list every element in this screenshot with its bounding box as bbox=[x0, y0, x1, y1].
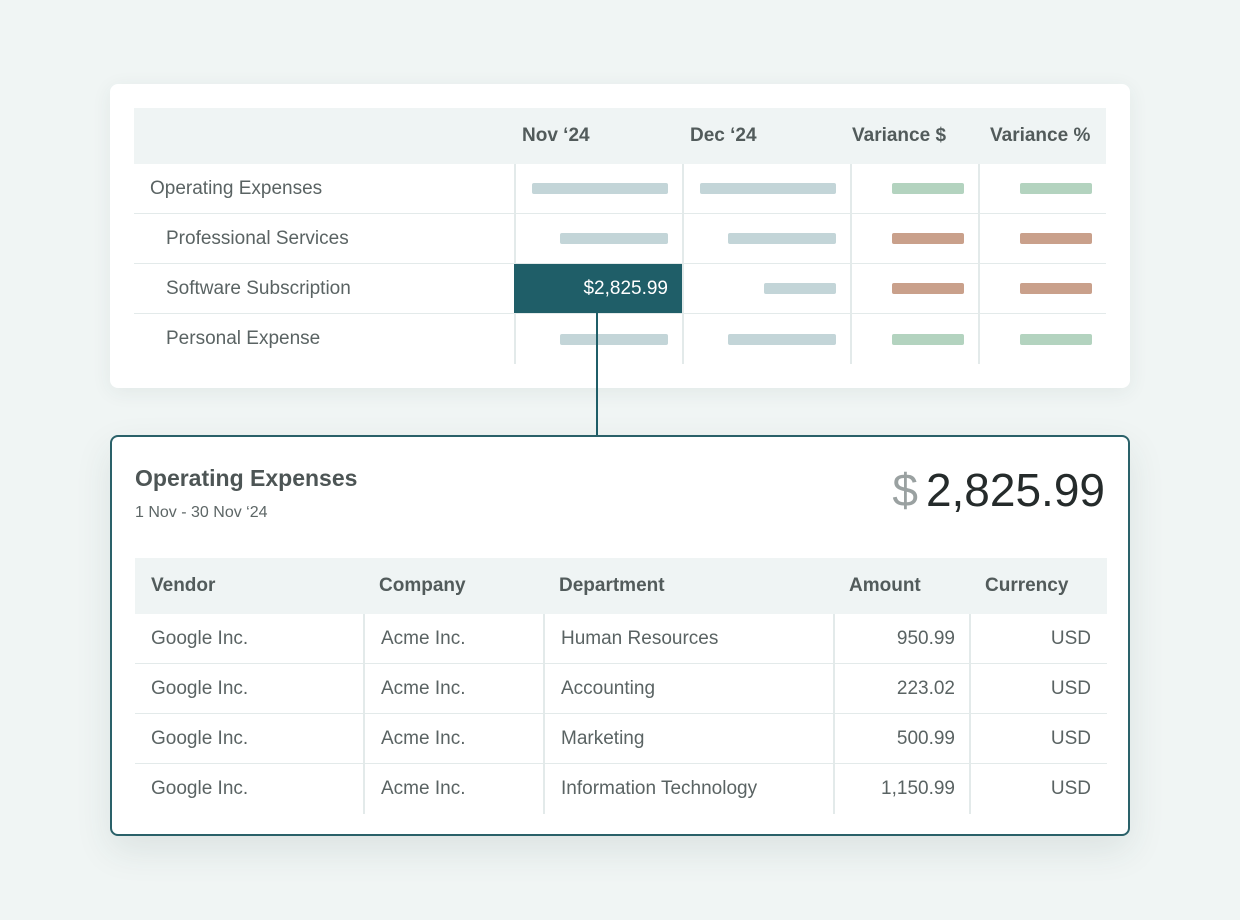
cell-dec[interactable] bbox=[682, 264, 850, 313]
detail-total-amount: 2,825.99 bbox=[925, 464, 1105, 516]
cell-company: Acme Inc. bbox=[363, 764, 543, 814]
detail-total: $ 2,825.99 bbox=[892, 463, 1105, 517]
summary-row-professional-services[interactable]: Professional Services bbox=[134, 214, 1106, 264]
summary-row-personal-expense[interactable]: Personal Expense bbox=[134, 314, 1106, 364]
cell-currency: USD bbox=[969, 764, 1107, 814]
header-nov[interactable]: Nov ‘24 bbox=[522, 125, 590, 146]
cell-amount: 223.02 bbox=[833, 664, 969, 713]
detail-date-range: 1 Nov - 30 Nov ‘24 bbox=[135, 504, 268, 521]
table-row[interactable]: Google Inc. Acme Inc. Marketing 500.99 U… bbox=[135, 714, 1107, 764]
value-bar bbox=[728, 333, 836, 345]
cell-department: Human Resources bbox=[543, 614, 833, 663]
detail-table-header: Vendor Company Department Amount Currenc… bbox=[135, 558, 1107, 614]
cell-dec[interactable] bbox=[682, 164, 850, 213]
summary-row-operating-expenses[interactable]: Operating Expenses bbox=[134, 164, 1106, 214]
value-bar bbox=[560, 333, 668, 345]
detail-title: Operating Expenses bbox=[135, 465, 358, 491]
value-bar bbox=[1020, 183, 1092, 194]
cell-currency: USD bbox=[969, 614, 1107, 663]
cell-amount: 950.99 bbox=[833, 614, 969, 663]
cell-department: Marketing bbox=[543, 714, 833, 763]
header-currency[interactable]: Currency bbox=[985, 575, 1069, 596]
cell-department: Accounting bbox=[543, 664, 833, 713]
summary-table: Nov ‘24 Dec ‘24 Variance $ Variance % Op… bbox=[134, 108, 1106, 364]
cell-variance-pct[interactable] bbox=[978, 264, 1106, 313]
value-bar bbox=[700, 183, 836, 194]
table-row[interactable]: Google Inc. Acme Inc. Human Resources 95… bbox=[135, 614, 1107, 664]
cell-variance-pct[interactable] bbox=[978, 214, 1106, 263]
selected-cell-nov[interactable]: $2,825.99 bbox=[514, 264, 682, 313]
table-row[interactable]: Google Inc. Acme Inc. Accounting 223.02 … bbox=[135, 664, 1107, 714]
cell-dec[interactable] bbox=[682, 314, 850, 364]
cell-vendor: Google Inc. bbox=[151, 627, 249, 649]
cell-variance-pct[interactable] bbox=[978, 314, 1106, 364]
value-bar bbox=[1020, 333, 1092, 345]
value-bar bbox=[560, 233, 668, 244]
cell-nov[interactable] bbox=[514, 214, 682, 263]
cell-variance-pct[interactable] bbox=[978, 164, 1106, 213]
row-label: Professional Services bbox=[166, 227, 349, 249]
header-label bbox=[134, 108, 514, 164]
cell-nov[interactable] bbox=[514, 314, 682, 364]
cell-company: Acme Inc. bbox=[363, 664, 543, 713]
cell-company: Acme Inc. bbox=[363, 614, 543, 663]
detail-table: Vendor Company Department Amount Currenc… bbox=[135, 558, 1107, 814]
cell-currency: USD bbox=[969, 664, 1107, 713]
dollar-icon: $ bbox=[892, 464, 918, 516]
header-dec[interactable]: Dec ‘24 bbox=[690, 125, 757, 146]
cell-department: Information Technology bbox=[543, 764, 833, 814]
header-department[interactable]: Department bbox=[559, 575, 665, 596]
cell-company: Acme Inc. bbox=[363, 714, 543, 763]
cell-amount: 1,150.99 bbox=[833, 764, 969, 814]
row-label: Personal Expense bbox=[166, 328, 321, 349]
cell-currency: USD bbox=[969, 714, 1107, 763]
cell-vendor: Google Inc. bbox=[151, 778, 249, 799]
value-bar bbox=[892, 283, 964, 294]
connector-line bbox=[596, 312, 598, 436]
summary-table-header: Nov ‘24 Dec ‘24 Variance $ Variance % bbox=[134, 108, 1106, 164]
detail-card: Operating Expenses 1 Nov - 30 Nov ‘24 $ … bbox=[110, 435, 1130, 836]
cell-variance-usd[interactable] bbox=[850, 214, 978, 263]
cell-variance-usd[interactable] bbox=[850, 164, 978, 213]
row-label: Operating Expenses bbox=[150, 177, 323, 199]
row-label: Software Subscription bbox=[166, 277, 351, 299]
table-row[interactable]: Google Inc. Acme Inc. Information Techno… bbox=[135, 764, 1107, 814]
summary-row-software-subscription[interactable]: Software Subscription $2,825.99 bbox=[134, 264, 1106, 314]
header-variance-pct[interactable]: Variance % bbox=[990, 125, 1091, 146]
cell-variance-usd[interactable] bbox=[850, 264, 978, 313]
cell-vendor: Google Inc. bbox=[151, 677, 249, 699]
value-bar bbox=[728, 233, 836, 244]
value-bar bbox=[764, 283, 836, 294]
cell-vendor: Google Inc. bbox=[151, 727, 249, 749]
cell-variance-usd[interactable] bbox=[850, 314, 978, 364]
value-bar bbox=[892, 233, 964, 244]
cell-amount: 500.99 bbox=[833, 714, 969, 763]
value-bar bbox=[892, 333, 964, 345]
cell-dec[interactable] bbox=[682, 214, 850, 263]
header-variance-usd[interactable]: Variance $ bbox=[852, 125, 947, 146]
cell-nov[interactable] bbox=[514, 164, 682, 213]
header-company[interactable]: Company bbox=[379, 575, 466, 596]
value-bar bbox=[1020, 233, 1092, 244]
summary-card: Nov ‘24 Dec ‘24 Variance $ Variance % Op… bbox=[110, 84, 1130, 388]
value-bar bbox=[892, 183, 964, 194]
value-bar bbox=[532, 183, 668, 194]
value-bar bbox=[1020, 283, 1092, 294]
header-vendor[interactable]: Vendor bbox=[151, 575, 216, 596]
header-amount[interactable]: Amount bbox=[849, 575, 921, 596]
